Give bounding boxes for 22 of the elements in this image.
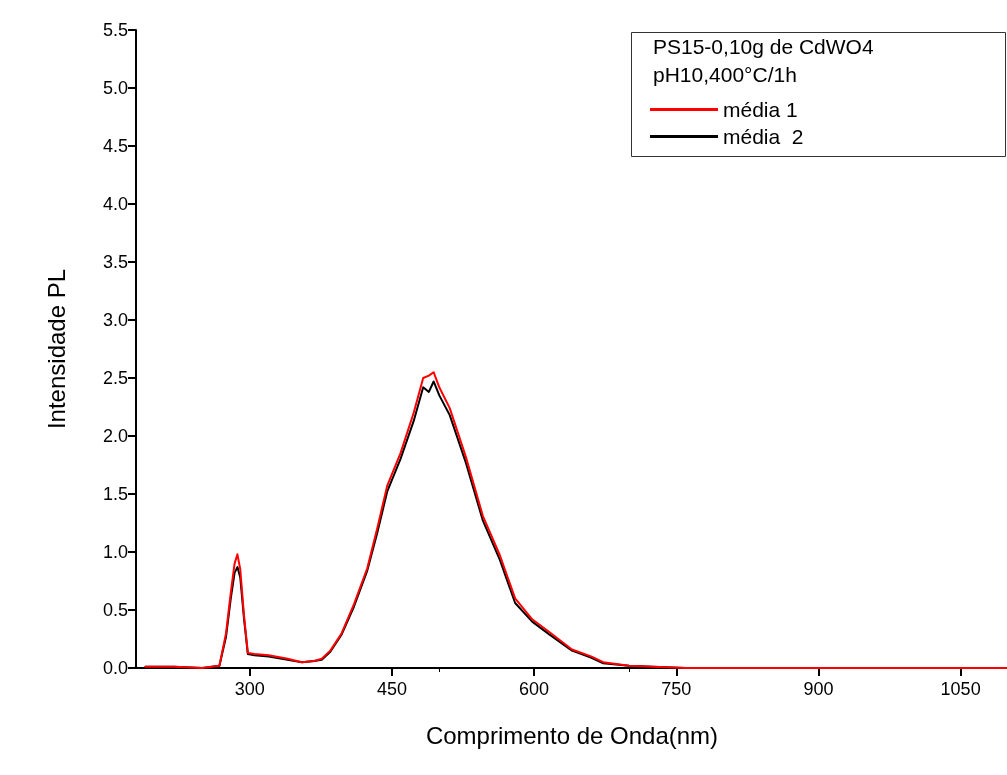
y-tick-label: 2.5: [102, 368, 128, 388]
y-tick-label: 5.0: [102, 78, 128, 98]
legend-label: média 2: [723, 125, 804, 148]
y-tick-label: 4.0: [102, 194, 128, 214]
x-tick-label: 900: [803, 679, 834, 699]
y-axis-title: Intensidade PL: [42, 268, 70, 430]
y-tick-label: 1.0: [102, 542, 128, 562]
y-tick-label: 0.5: [102, 600, 128, 620]
x-tick-label: 600: [519, 679, 550, 699]
y-tick-label: 4.5: [102, 136, 128, 156]
x-tick-label: 1050: [940, 679, 981, 699]
y-tick-label: 3.0: [102, 310, 128, 330]
x-tick-label: 450: [376, 679, 407, 699]
y-tick-label: 3.5: [102, 252, 128, 272]
y-tick-label: 2.0: [102, 426, 128, 446]
x-tick-label: 750: [661, 679, 692, 699]
y-tick-label: 0.0: [102, 658, 128, 678]
y-tick-label: 5.5: [102, 20, 128, 40]
x-tick-label: 300: [234, 679, 265, 699]
y-tick-label: 1.5: [102, 484, 128, 504]
legend-label: média 1: [723, 98, 798, 121]
x-axis-title: Comprimento de Onda(nm): [425, 721, 719, 749]
